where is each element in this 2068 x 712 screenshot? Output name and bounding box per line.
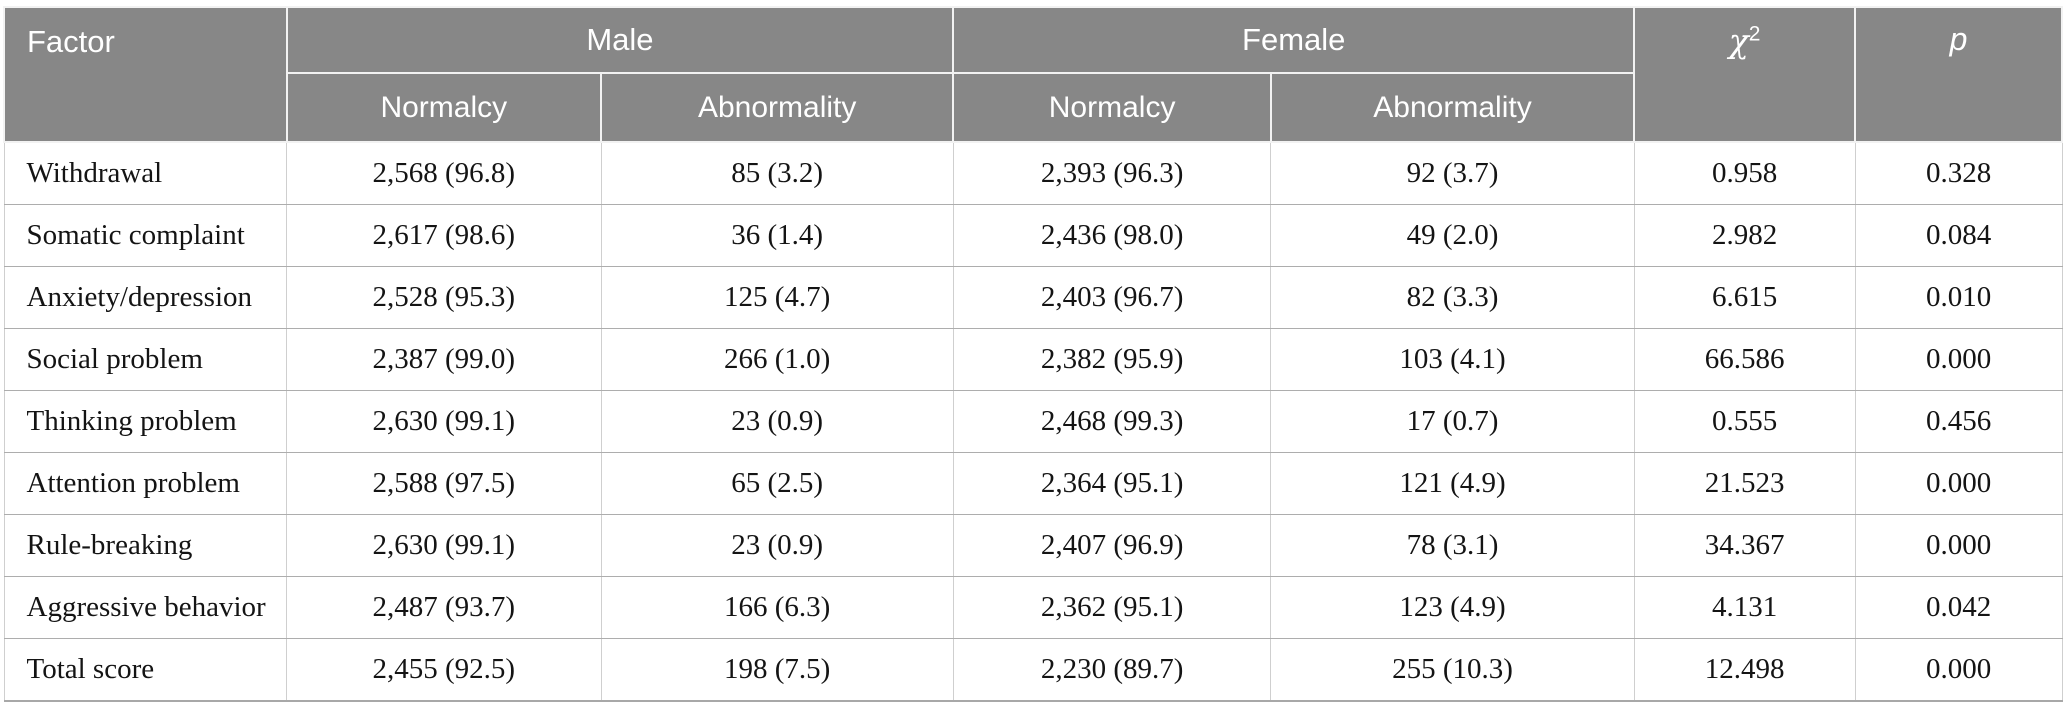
female-normalcy-cell: 2,382 (95.9) [952, 328, 1272, 391]
female-normalcy-cell: 2,407 (96.9) [952, 514, 1272, 577]
p-value-cell: 0.010 [1854, 266, 2063, 329]
chi-square-cell: 12.498 [1633, 638, 1856, 702]
p-value-cell: 0.456 [1854, 390, 2063, 453]
p-value-cell: 0.000 [1854, 328, 2063, 391]
table-body: Withdrawal 2,568 (96.8) 85 (3.2) 2,393 (… [3, 141, 2063, 702]
female-abnormality-cell: 82 (3.3) [1270, 266, 1635, 329]
p-value-cell: 0.000 [1854, 638, 2063, 702]
male-abnormality-cell: 125 (4.7) [600, 266, 954, 329]
male-normalcy-cell: 2,617 (98.6) [286, 204, 602, 267]
table-row: Thinking problem 2,630 (99.1) 23 (0.9) 2… [3, 390, 2063, 453]
header-female-abnormality: Abnormality [1269, 72, 1636, 143]
female-abnormality-cell: 103 (4.1) [1270, 328, 1635, 391]
female-normalcy-cell: 2,468 (99.3) [952, 390, 1272, 453]
table-row: Total score 2,455 (92.5) 198 (7.5) 2,230… [3, 638, 2063, 702]
male-normalcy-cell: 2,528 (95.3) [286, 266, 602, 329]
female-abnormality-cell: 121 (4.9) [1270, 452, 1635, 515]
p-value-cell: 0.000 [1854, 514, 2063, 577]
chi-square-cell: 4.131 [1633, 576, 1856, 639]
header-female-group: Female [952, 6, 1636, 74]
factor-cell: Anxiety/depression [3, 266, 288, 329]
male-normalcy-cell: 2,588 (97.5) [286, 452, 602, 515]
female-normalcy-cell: 2,230 (89.7) [952, 638, 1272, 702]
table-header: Factor Male Female χ2 p Normalcy Abnorma… [3, 6, 2063, 143]
chi-square-cell: 66.586 [1633, 328, 1856, 391]
chi-symbol: χ [1728, 21, 1749, 60]
female-normalcy-cell: 2,364 (95.1) [952, 452, 1272, 515]
chi-square-cell: 2.982 [1633, 204, 1856, 267]
factor-comparison-table: Factor Male Female χ2 p Normalcy Abnorma… [3, 6, 2063, 702]
chi-square-cell: 0.555 [1633, 390, 1856, 453]
p-value-cell: 0.328 [1854, 141, 2063, 205]
male-normalcy-cell: 2,387 (99.0) [286, 328, 602, 391]
factor-cell: Aggressive behavior [3, 576, 288, 639]
table-row: Rule-breaking 2,630 (99.1) 23 (0.9) 2,40… [3, 514, 2063, 577]
female-abnormality-cell: 92 (3.7) [1270, 141, 1635, 205]
female-abnormality-cell: 255 (10.3) [1270, 638, 1635, 702]
factor-cell: Thinking problem [3, 390, 288, 453]
table-row: Attention problem 2,588 (97.5) 65 (2.5) … [3, 452, 2063, 515]
male-abnormality-cell: 36 (1.4) [600, 204, 954, 267]
table-row: Aggressive behavior 2,487 (93.7) 166 (6.… [3, 576, 2063, 639]
chi-square-cell: 34.367 [1633, 514, 1856, 577]
male-normalcy-cell: 2,455 (92.5) [286, 638, 602, 702]
header-male-group: Male [285, 6, 955, 74]
male-abnormality-cell: 198 (7.5) [600, 638, 954, 702]
factor-cell: Somatic complaint [3, 204, 288, 267]
header-male-normalcy: Normalcy [285, 72, 603, 143]
female-abnormality-cell: 123 (4.9) [1270, 576, 1635, 639]
female-normalcy-cell: 2,362 (95.1) [952, 576, 1272, 639]
chi-exponent: 2 [1748, 22, 1761, 46]
female-abnormality-cell: 49 (2.0) [1270, 204, 1635, 267]
male-abnormality-cell: 23 (0.9) [600, 514, 954, 577]
male-abnormality-cell: 166 (6.3) [600, 576, 954, 639]
female-normalcy-cell: 2,403 (96.7) [952, 266, 1272, 329]
chi-square-cell: 0.958 [1633, 141, 1856, 205]
female-abnormality-cell: 78 (3.1) [1270, 514, 1635, 577]
header-male-abnormality: Abnormality [600, 72, 955, 143]
p-value-cell: 0.000 [1854, 452, 2063, 515]
header-female-normalcy: Normalcy [952, 72, 1272, 143]
table-row: Withdrawal 2,568 (96.8) 85 (3.2) 2,393 (… [3, 141, 2063, 205]
male-abnormality-cell: 65 (2.5) [600, 452, 954, 515]
factor-cell: Withdrawal [3, 141, 288, 205]
factor-cell: Social problem [3, 328, 288, 391]
female-normalcy-cell: 2,436 (98.0) [952, 204, 1272, 267]
female-abnormality-cell: 17 (0.7) [1270, 390, 1635, 453]
p-value-cell: 0.042 [1854, 576, 2063, 639]
table-row: Social problem 2,387 (99.0) 266 (1.0) 2,… [3, 328, 2063, 391]
header-p-value: p [1854, 6, 2063, 143]
male-normalcy-cell: 2,568 (96.8) [286, 141, 602, 205]
table-row: Somatic complaint 2,617 (98.6) 36 (1.4) … [3, 204, 2063, 267]
factor-cell: Rule-breaking [3, 514, 288, 577]
male-normalcy-cell: 2,487 (93.7) [286, 576, 602, 639]
male-abnormality-cell: 85 (3.2) [600, 141, 954, 205]
header-factor: Factor [3, 6, 288, 143]
p-value-cell: 0.084 [1854, 204, 2063, 267]
header-chi-square: χ2 [1633, 6, 1857, 143]
male-normalcy-cell: 2,630 (99.1) [286, 390, 602, 453]
header-row-subgroups: Normalcy Abnormality Normalcy Abnormalit… [4, 72, 2062, 143]
male-abnormality-cell: 23 (0.9) [600, 390, 954, 453]
male-abnormality-cell: 266 (1.0) [600, 328, 954, 391]
chi-square-cell: 21.523 [1633, 452, 1856, 515]
male-normalcy-cell: 2,630 (99.1) [286, 514, 602, 577]
header-row-groups: Factor Male Female χ2 p [3, 6, 2063, 143]
female-normalcy-cell: 2,393 (96.3) [952, 141, 1272, 205]
factor-cell: Total score [3, 638, 288, 702]
chi-square-cell: 6.615 [1633, 266, 1856, 329]
table-row: Anxiety/depression 2,528 (95.3) 125 (4.7… [3, 266, 2063, 329]
factor-cell: Attention problem [3, 452, 288, 515]
